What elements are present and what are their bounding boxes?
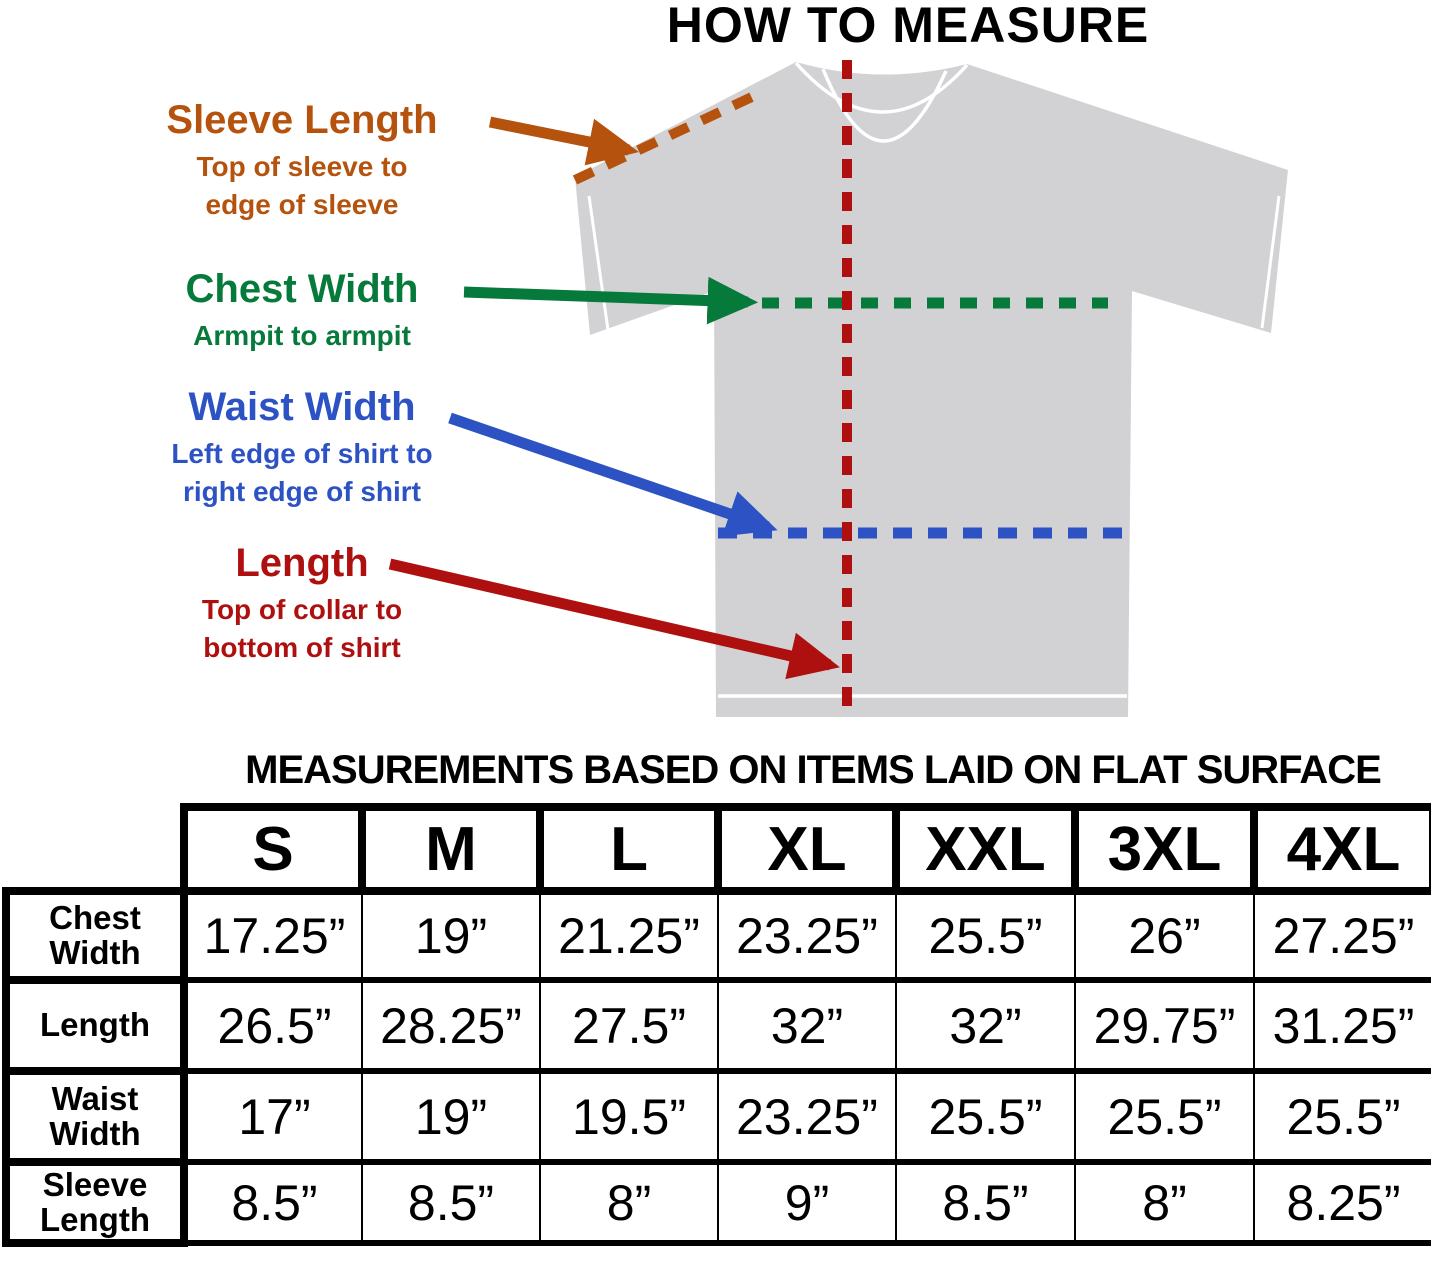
table-cell: 21.25” <box>539 888 719 983</box>
table-cell: 8.5” <box>895 1159 1076 1246</box>
waist-width-description: Left edge of shirt to right edge of shir… <box>171 438 433 508</box>
tshirt-graphic <box>575 62 1288 717</box>
length-description: Top of collar to bottom of shirt <box>201 594 403 664</box>
sleeve-length-label: Sleeve Length <box>166 98 438 142</box>
chest-width-label: Chest Width <box>185 267 419 311</box>
table-cell: 23.25” <box>717 888 897 983</box>
row-label: Waist Width <box>2 1067 188 1166</box>
length-label: Length <box>235 541 369 585</box>
row-label: Chest Width <box>2 887 188 984</box>
table-cell: 31.25” <box>1253 977 1431 1074</box>
table-cell: 25.5” <box>895 888 1076 983</box>
table-cell: 8.5” <box>183 1159 363 1246</box>
row-label: Sleeve Length <box>2 1158 188 1247</box>
table-cell: 26.5” <box>183 977 363 1074</box>
empty-corner-cell <box>6 807 184 891</box>
size-column-header: 4XL <box>1250 803 1431 895</box>
flat-surface-note: MEASUREMENTS BASED ON ITEMS LAID ON FLAT… <box>245 748 1382 792</box>
row-label: Length <box>2 976 188 1075</box>
table-cell: 29.75” <box>1074 977 1255 1074</box>
table-cell: 27.5” <box>539 977 719 1074</box>
table-cell: 25.5” <box>895 1068 1076 1165</box>
table-cell: 17.25” <box>183 888 363 983</box>
size-column-header: 3XL <box>1071 803 1258 895</box>
size-header-row: S M L XL XXL 3XL 4XL <box>6 803 1431 895</box>
table-cell: 28.25” <box>361 977 541 1074</box>
collar-line-outer <box>794 61 969 114</box>
size-column-header: XL <box>714 803 900 895</box>
chest-width-description: Armpit to armpit <box>193 320 411 351</box>
annotation-sleeve-length: Sleeve Length Top of sleeve to edge of s… <box>72 97 532 224</box>
left-sleeve-seam-line <box>587 195 610 331</box>
sleeve-arrow <box>488 116 639 166</box>
table-cell: 25.5” <box>1253 1068 1431 1165</box>
table-cell: 19” <box>361 888 541 983</box>
table-cell: 32” <box>895 977 1076 1074</box>
table-cell: 8.5” <box>361 1159 541 1246</box>
waist-arrow <box>448 412 778 537</box>
chest-arrow <box>463 276 759 325</box>
table-cell: 26” <box>1074 888 1255 983</box>
right-sleeve-seam-line <box>1260 195 1281 329</box>
size-chart-table: S M L XL XXL 3XL 4XL Chest Width 17.25” … <box>2 803 1431 1247</box>
size-column-header: S <box>180 803 366 895</box>
table-row-chest-width: Chest Width 17.25” 19” 21.25” 23.25” 25.… <box>2 887 1431 984</box>
annotation-length: Length Top of collar to bottom of shirt <box>72 540 532 667</box>
table-cell: 9” <box>717 1159 897 1246</box>
length-arrow <box>388 558 840 680</box>
table-cell: 23.25” <box>717 1068 897 1165</box>
table-cell: 8.25” <box>1253 1159 1431 1246</box>
table-cell: 27.25” <box>1253 888 1431 983</box>
table-cell: 19.5” <box>539 1068 719 1165</box>
waist-width-label: Waist Width <box>188 385 416 429</box>
measurement-diagram <box>388 60 1288 717</box>
table-cell: 8” <box>1074 1159 1255 1246</box>
table-row-waist-width: Waist Width 17” 19” 19.5” 23.25” 25.5” 2… <box>2 1067 1431 1166</box>
table-cell: 17” <box>183 1068 363 1165</box>
table-cell: 32” <box>717 977 897 1074</box>
collar-line-inner <box>821 68 948 143</box>
table-cell: 25.5” <box>1074 1068 1255 1165</box>
sleeve-length-description: Top of sleeve to edge of sleeve <box>196 151 408 221</box>
table-row-sleeve-length: Sleeve Length 8.5” 8.5” 8” 9” 8.5” 8” 8.… <box>2 1158 1431 1247</box>
page-title: HOW TO MEASURE <box>666 0 1150 53</box>
size-column-header: XXL <box>892 803 1079 895</box>
annotation-waist-width: Waist Width Left edge of shirt to right … <box>72 384 532 511</box>
size-column-header: M <box>358 803 544 895</box>
table-cell: 19” <box>361 1068 541 1165</box>
table-cell: 8” <box>539 1159 719 1246</box>
size-column-header: L <box>536 803 722 895</box>
annotation-chest-width: Chest Width Armpit to armpit <box>72 266 532 355</box>
table-row-length: Length 26.5” 28.25” 27.5” 32” 32” 29.75”… <box>2 976 1431 1075</box>
